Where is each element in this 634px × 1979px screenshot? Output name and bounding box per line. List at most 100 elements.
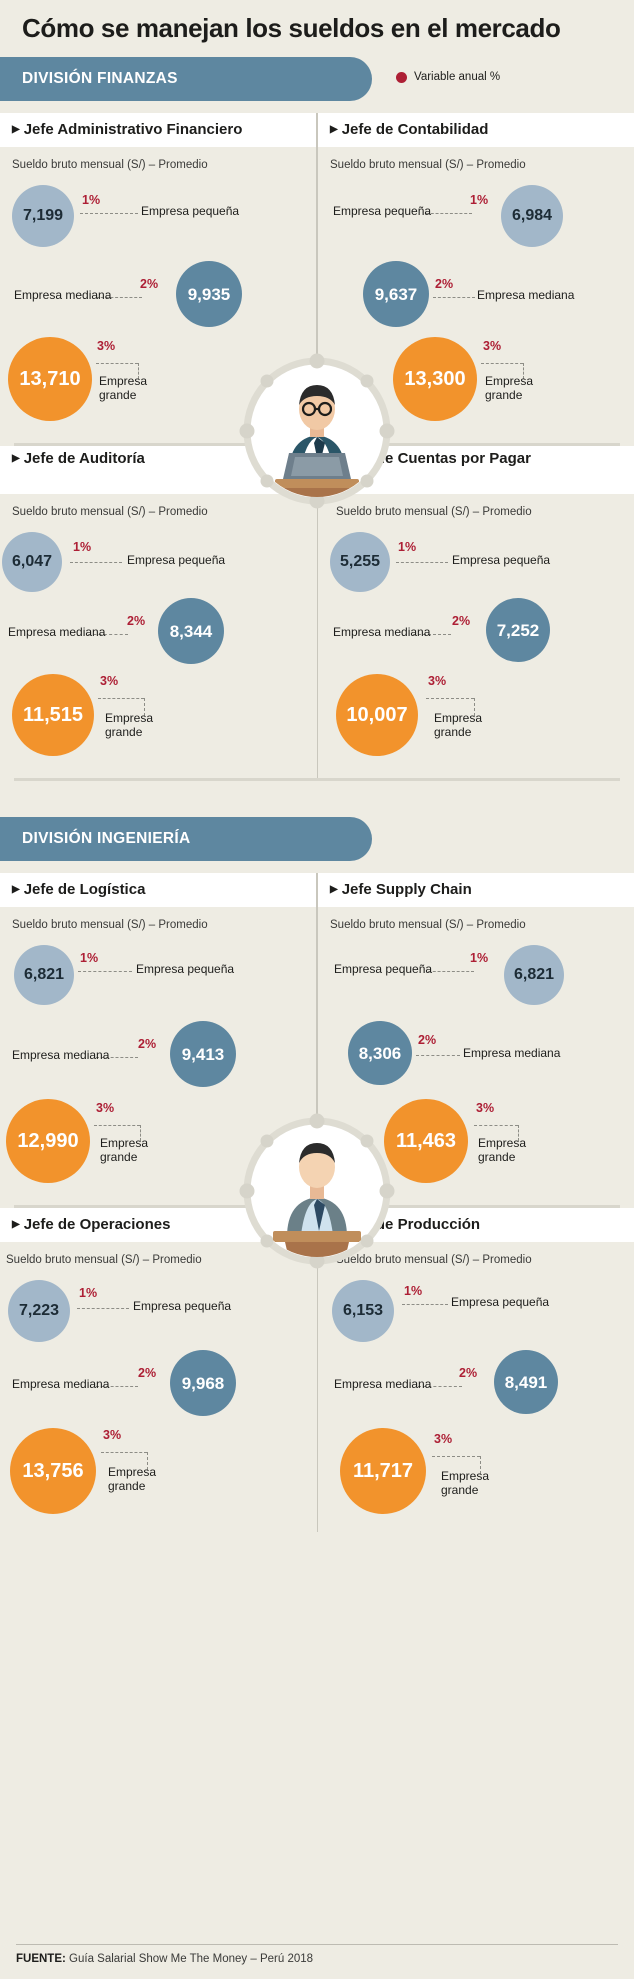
footer-divider (16, 1944, 618, 1945)
row-empresa-grande: 11,515 3% Empresa grande (0, 674, 317, 778)
pct-empresa-grande: 3% (103, 1428, 122, 1443)
label-empresa-pequena: Empresa pequeña (127, 553, 226, 568)
center-stem-top (316, 113, 318, 362)
connector-line (426, 213, 472, 215)
section-divider (14, 778, 620, 782)
pct-empresa-pequena: 1% (73, 540, 92, 555)
label-empresa-pequena: Empresa pequeña (452, 553, 551, 568)
panel-subtitle: Sueldo bruto mensual (S/) – Promedio (6, 1254, 202, 1267)
bubble-empresa-mediana: 9,637 (363, 261, 429, 328)
row-empresa-grande: 13,300 3% Empresa grande (318, 335, 634, 443)
connector-line (413, 634, 451, 636)
row-empresa-mediana: 9,935 2% Empresa mediana (0, 255, 317, 335)
connector-line (98, 698, 144, 700)
row-empresa-grande: 11,463 3% Empresa grande (318, 1097, 634, 1205)
label-empresa-mediana: Empresa mediana (8, 625, 106, 640)
job-title-text: Jefe de Operaciones (23, 1215, 171, 1233)
row-empresa-pequena: 6,047 1% Empresa pequeña (0, 518, 317, 596)
division-band-finanzas: DIVISIÓN FINANZAS (0, 57, 372, 102)
triangle-bullet-icon: ▶ (12, 883, 20, 895)
division-band-label: DIVISIÓN FINANZAS (22, 70, 178, 88)
label-empresa-pequena: Empresa pequeña (333, 204, 432, 219)
connector-line (78, 971, 132, 973)
panel-subtitle: Sueldo bruto mensual (S/) – Promedio (12, 159, 208, 172)
bubble-empresa-grande: 11,717 (340, 1428, 426, 1515)
pct-empresa-mediana: 2% (138, 1366, 157, 1381)
label-empresa-mediana: Empresa mediana (12, 1048, 110, 1063)
panel-title-bar: ▶ Jefe de Auditoría (0, 446, 317, 495)
bubble-empresa-mediana: 9,968 (170, 1350, 236, 1417)
label-empresa-grande: Empresa grande (441, 1469, 490, 1497)
bubble-empresa-grande: 13,300 (393, 337, 477, 422)
division-band-finanzas-row: DIVISIÓN FINANZAS Variable anual % (0, 57, 634, 102)
row-empresa-mediana: 8,491 2% Empresa mediana (318, 1346, 634, 1426)
connector-line (77, 1308, 129, 1310)
label-empresa-mediana: Empresa mediana (12, 1377, 110, 1392)
bubble-empresa-pequena: 5,255 (330, 532, 390, 593)
connector-line (101, 1452, 147, 1454)
pct-empresa-grande: 3% (97, 339, 116, 354)
connector-line (96, 363, 138, 365)
panel-subtitle: Sueldo bruto mensual (S/) – Promedio (336, 506, 532, 519)
pct-empresa-grande: 3% (434, 1432, 453, 1447)
pct-empresa-mediana: 2% (138, 1037, 157, 1052)
job-title-text: Jefe de Logística (23, 880, 146, 898)
connector-line (396, 562, 448, 564)
footer: FUENTE: Guía Salarial Show Me The Money … (0, 1944, 634, 1979)
connector-line (94, 1125, 140, 1127)
triangle-bullet-icon: ▶ (330, 123, 338, 135)
label-empresa-grande: Empresa grande (105, 711, 154, 739)
pct-empresa-mediana: 2% (452, 614, 471, 629)
connector-line (480, 1456, 481, 1475)
job-title-text: Jefe de Auditoría (23, 450, 145, 468)
row-empresa-mediana: 9,968 2% Empresa mediana (0, 1346, 317, 1426)
job-title-text: Jefe de Cuentas por Pagar (341, 450, 531, 468)
legend: Variable anual % (396, 71, 500, 83)
row-empresa-mediana: 9,413 2% Empresa mediana (0, 1015, 317, 1097)
bubble-empresa-pequena: 7,223 (8, 1280, 70, 1343)
triangle-bullet-icon: ▶ (330, 453, 338, 465)
connector-line (481, 363, 523, 365)
label-empresa-grande: Empresa grande (434, 711, 483, 739)
pct-empresa-grande: 3% (428, 674, 447, 689)
label-empresa-mediana: Empresa mediana (334, 1377, 432, 1392)
panel-title-bar: ▶ Jefe de Logística (0, 873, 317, 908)
bubble-empresa-grande: 10,007 (336, 674, 418, 757)
label-empresa-mediana: Empresa mediana (477, 288, 575, 303)
bubble-empresa-mediana: 8,344 (158, 598, 224, 665)
label-empresa-grande: Empresa grande (478, 1136, 527, 1164)
panel-title-bar: ▶ Jefe Administrativo Financiero (0, 113, 317, 148)
panel-subtitle: Sueldo bruto mensual (S/) – Promedio (12, 506, 208, 519)
panel-jefe-de-cuentas-por-pagar: ▶ Jefe de Cuentas por Pagar Sueldo bruto … (317, 446, 634, 779)
division-band-label: DIVISIÓN INGENIERÍA (22, 830, 191, 848)
panel-title-bar: ▶ Jefe de Contabilidad (318, 113, 634, 148)
row-empresa-mediana: 9,637 2% Empresa mediana (318, 255, 634, 335)
bubble-empresa-pequena: 6,047 (2, 532, 62, 593)
row-empresa-grande: 13,710 3% Empresa grande (0, 335, 317, 443)
connector-line (70, 562, 122, 564)
triangle-bullet-icon: ▶ (12, 453, 20, 465)
connector-line (140, 1125, 141, 1142)
label-empresa-grande: Empresa grande (108, 1465, 157, 1493)
pct-empresa-grande: 3% (100, 674, 119, 689)
label-empresa-grande: Empresa grande (485, 374, 534, 402)
legend-label: Variable anual % (414, 71, 501, 84)
bubble-empresa-mediana: 8,491 (494, 1350, 558, 1415)
panel-subtitle: Sueldo bruto mensual (S/) – Promedio (330, 159, 526, 172)
connector-line (428, 971, 474, 973)
row-empresa-pequena: 6,821 1% Empresa pequeña (0, 931, 317, 1015)
connector-line (474, 698, 475, 717)
panel-jefe-de-operaciones: ▶ Jefe de Operaciones Sueldo bruto mensua… (0, 1208, 317, 1533)
job-title-text: Jefe de Producción (341, 1215, 481, 1233)
connector-line (433, 297, 475, 299)
connector-line (147, 1452, 148, 1471)
panel-jefe-supply-chain: ▶ Jefe Supply Chain Sueldo bruto mensual … (317, 873, 634, 1206)
label-empresa-pequena: Empresa pequeña (334, 962, 433, 977)
label-empresa-grande: Empresa grande (100, 1136, 149, 1164)
pct-empresa-pequena: 1% (404, 1284, 423, 1299)
connector-line (474, 1125, 518, 1127)
ingenieria-quadrant: ▶ Jefe de Logística Sueldo bruto mensual … (0, 873, 634, 1533)
connector-line (418, 1386, 462, 1388)
connector-line (138, 363, 139, 380)
ingenieria-row-2: ▶ Jefe de Operaciones Sueldo bruto mensua… (0, 1208, 634, 1533)
